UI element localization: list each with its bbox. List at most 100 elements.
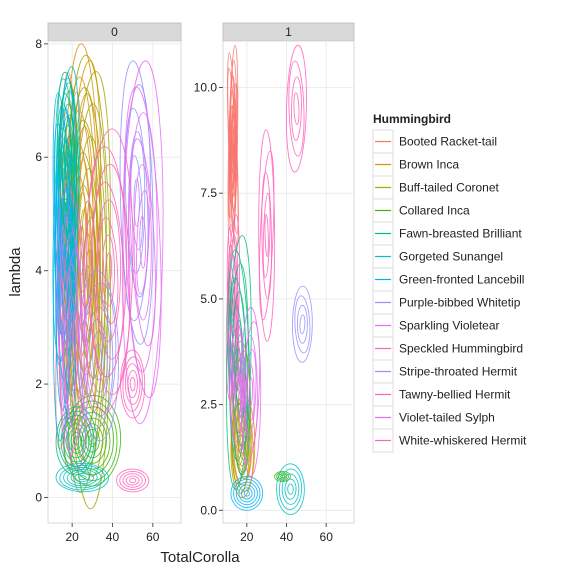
legend-label-2: Buff-tailed Coronet xyxy=(399,181,500,195)
contour-ring-1-9-3 xyxy=(281,473,300,505)
contour-ring-0-6-11 xyxy=(52,92,76,426)
contour-ring-0-6-1 xyxy=(62,243,66,275)
legend-label-10: Stripe-throated Hermit xyxy=(399,365,518,379)
y-tick-label-0-1: 2 xyxy=(35,377,42,391)
contour-ring-0-4-4 xyxy=(65,423,87,459)
legend-title: Hummingbird xyxy=(373,112,451,126)
y-tick-label-1-4: 10.0 xyxy=(194,81,218,95)
legend-entries: Booted Racket-tail Brown Inca Buff-tailed … xyxy=(372,129,527,453)
contour-ring-0-11-5 xyxy=(92,181,125,360)
panel-0: 0 0 2 4 6 8 20 40 60 xyxy=(35,22,182,544)
contour-ring-1-11-4 xyxy=(231,344,242,423)
contour-ring-0-15-8 xyxy=(57,71,80,243)
legend-label-6: Green-fronted Lancebill xyxy=(399,273,524,287)
contour-ring-1-8-3 xyxy=(234,319,244,406)
legend-label-5: Gorgeted Sunangel xyxy=(399,250,503,264)
panel-1-contours xyxy=(225,44,313,515)
contour-ring-0-2-2 xyxy=(84,249,93,315)
y-axis-title: lambda xyxy=(7,247,24,297)
contour-ring-1-10-3 xyxy=(238,484,256,503)
contour-ring-1-2-4 xyxy=(258,150,275,321)
contour-ring-1-3-4 xyxy=(285,44,307,173)
contour-ring-0-13-3 xyxy=(122,473,143,488)
contour-ring-0-3-3 xyxy=(81,423,104,459)
contour-cluster-1-12 xyxy=(240,306,262,477)
contour-ring-1-3-2 xyxy=(291,76,302,141)
x-tick-label-1-0: 20 xyxy=(240,530,254,544)
contour-ring-0-15-3 xyxy=(63,124,73,190)
contour-ring-0-3-4 xyxy=(77,417,107,464)
contour-ring-1-4-4 xyxy=(292,285,313,363)
contour-ring-1-8-9 xyxy=(226,235,252,490)
contour-ring-1-12-6 xyxy=(240,306,262,477)
y-tick-label-0-3: 6 xyxy=(35,150,42,164)
contour-ring-1-3-1 xyxy=(293,92,300,125)
y-tick-label-0-4: 8 xyxy=(35,37,42,51)
legend-label-8: Sparkling Violetear xyxy=(399,319,500,333)
panel-0-x-ticks: 20 40 60 xyxy=(66,523,160,544)
contour-ring-1-12-4 xyxy=(243,335,258,449)
y-tick-label-1-2: 5.0 xyxy=(200,292,217,306)
contour-ring-0-14-2 xyxy=(74,473,91,483)
contour-ring-0-12-1 xyxy=(70,311,75,344)
contour-ring-0-13-5 xyxy=(116,468,150,493)
contour-ring-1-10-1 xyxy=(243,490,250,497)
x-tick-label-0-0: 20 xyxy=(66,530,80,544)
contour-ring-0-9-4 xyxy=(122,356,143,412)
legend-label-0: Booted Racket-tail xyxy=(399,135,497,149)
contour-ring-0-6-12 xyxy=(52,77,76,442)
contour-ring-0-9-2 xyxy=(127,370,138,399)
contour-ring-1-8-5 xyxy=(231,291,246,434)
contour-ring-0-15-1 xyxy=(66,146,70,169)
y-tick-label-1-1: 2.5 xyxy=(200,398,217,412)
contour-cluster-0-15 xyxy=(57,71,80,243)
strip-0-label: 0 xyxy=(111,25,118,39)
contour-cluster-1-4 xyxy=(292,285,313,363)
contour-ring-0-13-4 xyxy=(119,470,146,490)
legend-label-13: White-whiskered Hermit xyxy=(399,434,527,448)
legend-label-12: Violet-tailed Sylph xyxy=(399,411,495,425)
legend-label-3: Collared Inca xyxy=(399,204,470,218)
contour-ring-1-9-5 xyxy=(276,463,305,515)
contour-ring-0-15-7 xyxy=(58,82,78,233)
contour-ring-1-10-4 xyxy=(235,481,258,506)
contour-ring-0-13-2 xyxy=(125,475,140,486)
contour-ring-0-8-1 xyxy=(139,215,147,269)
contour-ring-1-10-2 xyxy=(241,487,253,500)
contour-ring-1-10-6 xyxy=(230,476,264,511)
contour-ring-1-4-2 xyxy=(296,304,308,344)
contour-ring-0-2-4 xyxy=(80,216,96,348)
contour-ring-1-2-5 xyxy=(258,129,276,342)
contour-ring-1-12-3 xyxy=(245,349,257,435)
x-tick-label-0-2: 60 xyxy=(146,530,160,544)
panel-0-y-ticks: 0 2 4 6 8 xyxy=(35,37,48,504)
contour-ring-0-15-4 xyxy=(62,114,75,201)
contour-cluster-0-14 xyxy=(55,462,109,493)
contour-ring-0-7-4 xyxy=(124,107,149,298)
contour-ring-0-12-8 xyxy=(59,200,86,454)
contour-cluster-1-10 xyxy=(230,476,264,511)
contour-ring-1-2-3 xyxy=(261,171,272,300)
contour-ring-0-11-1 xyxy=(104,252,113,289)
contour-ring-1-3-3 xyxy=(288,60,305,157)
contour-ring-1-4-1 xyxy=(299,314,306,335)
contour-ring-1-4-3 xyxy=(294,295,311,354)
contour-ring-0-4-5 xyxy=(63,419,90,463)
contour-ring-0-14-4 xyxy=(66,469,98,487)
contour-ring-0-12-2 xyxy=(68,295,76,360)
contour-ring-0-3-8 xyxy=(63,394,122,487)
contour-ring-0-12-4 xyxy=(65,263,79,391)
contour-ring-0-11-3 xyxy=(98,217,119,325)
contour-ring-1-11-6 xyxy=(229,325,245,442)
contour-cluster-0-12 xyxy=(56,185,88,470)
contour-ring-0-7-6 xyxy=(119,60,154,345)
contour-cluster-1-9 xyxy=(276,463,305,515)
contour-cluster-1-2 xyxy=(258,129,276,342)
contour-ring-0-8-6 xyxy=(123,86,162,399)
contour-ring-0-15-5 xyxy=(61,103,75,211)
strip-1-label: 1 xyxy=(285,25,292,39)
contour-ring-0-15-2 xyxy=(65,135,72,179)
contour-ring-1-11-1 xyxy=(235,373,239,394)
contour-cluster-0-8 xyxy=(121,60,164,425)
